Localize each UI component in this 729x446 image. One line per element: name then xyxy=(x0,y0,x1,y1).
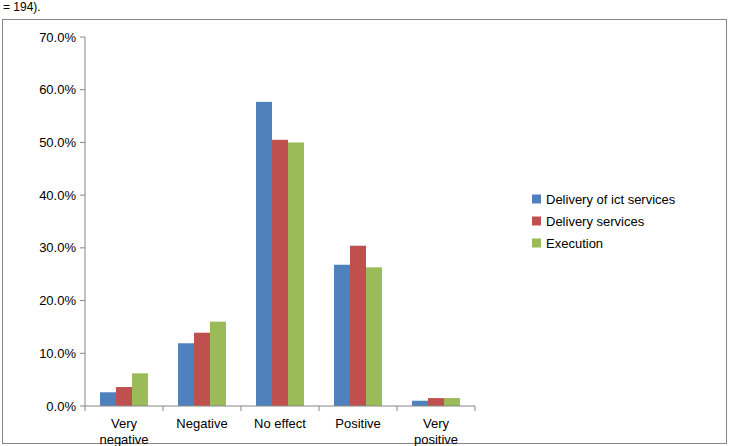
legend-swatch xyxy=(532,195,541,204)
y-tick xyxy=(80,142,85,143)
bar xyxy=(272,140,288,406)
bar xyxy=(428,398,444,406)
legend-label: Execution xyxy=(546,236,603,251)
y-tick-label: 30.0% xyxy=(39,240,76,255)
x-tick-label-line: Negative xyxy=(176,416,227,431)
bar xyxy=(116,387,132,406)
y-tick-label: 50.0% xyxy=(39,135,76,150)
bar xyxy=(132,373,148,406)
chart: = 194). 0.0% 10.0% 20.0% 30.0% 40.0% 50.0% 60.0… xyxy=(0,0,729,446)
bar xyxy=(444,398,460,406)
y-tick xyxy=(80,247,85,248)
y-axis xyxy=(85,37,86,406)
y-tick xyxy=(80,37,85,38)
x-tick-label-line: No effect xyxy=(254,416,306,431)
title: = 194). xyxy=(3,0,41,14)
bar xyxy=(288,142,304,406)
bars xyxy=(100,102,460,406)
bar xyxy=(366,267,382,406)
x-tick xyxy=(85,406,86,411)
legend-label: Delivery services xyxy=(546,214,645,229)
x-tick xyxy=(397,406,398,411)
x-tick xyxy=(163,406,164,411)
y-tick xyxy=(80,89,85,90)
bar xyxy=(210,322,226,406)
chart-frame xyxy=(3,20,727,444)
x-axis xyxy=(85,406,475,407)
bar xyxy=(178,343,194,406)
legend-swatch xyxy=(532,239,541,248)
bar xyxy=(100,392,116,406)
x-tick-label-line: Very xyxy=(423,416,450,431)
x-tick-label-line: Positive xyxy=(335,416,381,431)
x-tick-label: Verynegative xyxy=(99,416,148,446)
x-tick xyxy=(241,406,242,411)
legend-label: Delivery of ict services xyxy=(546,192,676,207)
x-tick-label-line: positive xyxy=(414,432,458,446)
y-tick-label: 20.0% xyxy=(39,293,76,308)
x-tick xyxy=(475,406,476,411)
bar xyxy=(412,401,428,406)
y-tick-label: 70.0% xyxy=(39,30,76,45)
y-tick xyxy=(80,406,85,407)
bar xyxy=(334,265,350,406)
y-tick-label: 0.0% xyxy=(46,399,76,414)
y-tick-label: 40.0% xyxy=(39,188,76,203)
x-tick-label: Verypositive xyxy=(414,416,458,446)
legend-swatch xyxy=(532,217,541,226)
x-tick-label: Negative xyxy=(176,416,227,431)
x-tick-label-line: negative xyxy=(99,432,148,446)
y-tick xyxy=(80,353,85,354)
bar xyxy=(256,102,272,406)
y-tick xyxy=(80,300,85,301)
x-tick-label: No effect xyxy=(254,416,306,431)
x-tick xyxy=(319,406,320,411)
x-tick-label-line: Very xyxy=(111,416,138,431)
x-tick-label: Positive xyxy=(335,416,381,431)
y-tick xyxy=(80,195,85,196)
y-tick-label: 60.0% xyxy=(39,82,76,97)
bar xyxy=(350,246,366,406)
bar xyxy=(194,333,210,406)
y-tick-label: 10.0% xyxy=(39,346,76,361)
